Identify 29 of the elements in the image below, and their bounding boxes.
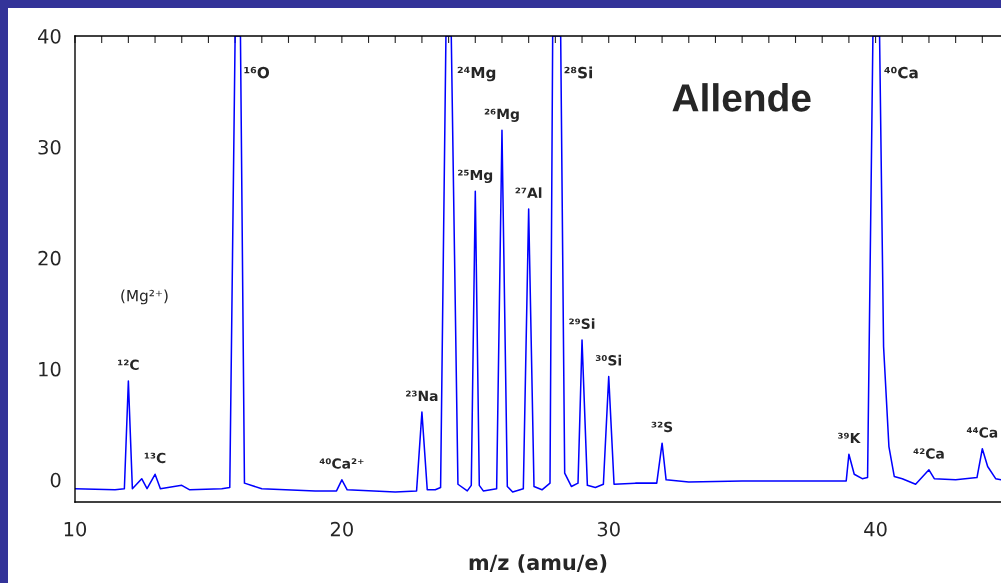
x-axis-title: m/z (amu/e) [469,554,607,573]
y-tick-label: 0 [50,472,61,488]
annotation: ¹³C [144,452,166,464]
y-tick-label: 10 [39,361,61,377]
annotation: ²⁷Al [515,187,542,198]
y-tick-label: 30 [38,139,61,155]
annotation: ³⁹K [838,432,861,444]
annotation: ⁴⁴Ca [966,427,998,438]
x-tick-label: 40 [864,521,887,537]
y-tick-label: 20 [38,250,61,266]
annotation: ²³Na [406,390,438,402]
annotation: ²⁶Mg [484,108,519,122]
x-tick-label: 10 [64,521,87,537]
annotation: (Mg²⁺) [121,289,168,305]
annotation: ³⁰Si [595,354,622,366]
annotation: ²⁵Mg [458,169,493,183]
annotation: ⁴²Ca [913,448,944,459]
annotation: Allende [672,83,811,112]
annotation: ²⁴Mg [457,66,496,82]
annotation: ²⁸Si [564,66,593,79]
annotation: ²⁹Si [569,318,595,329]
annotation: ⁴⁰Ca²⁺ [319,458,364,469]
annotation: ³²S [651,421,673,433]
annotation: ¹²C [118,359,139,371]
y-tick-label: 40 [38,28,61,44]
annotation: ⁴⁰Ca [884,66,918,79]
x-tick-label: 20 [330,521,353,537]
x-tick-label: 30 [597,521,620,537]
annotation: ¹⁶O [244,66,270,79]
